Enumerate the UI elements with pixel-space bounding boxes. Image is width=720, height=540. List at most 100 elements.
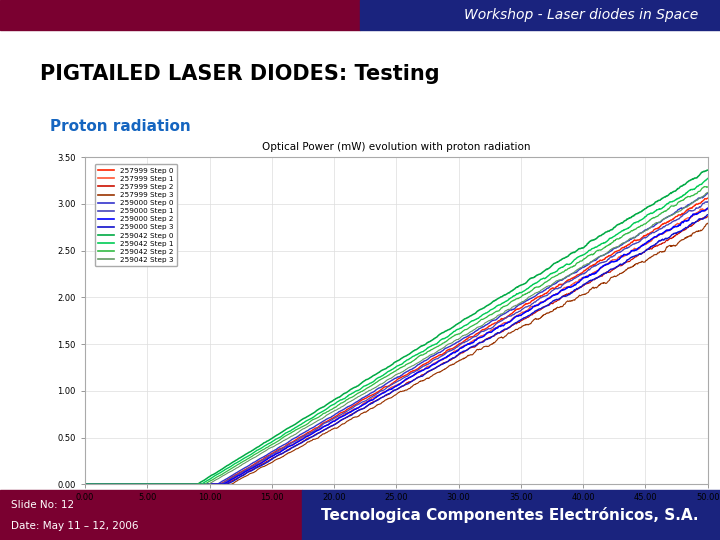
259000 Step 0: [685, 201, 694, 207]
259000 Step 0: [571, 269, 580, 276]
259042 Step 2: [685, 193, 694, 200]
259042 Step 2: [700, 184, 708, 190]
259000 Step 0: [384, 380, 392, 386]
257999 Step 1: [703, 205, 712, 212]
259042 Step 1: [81, 481, 89, 488]
257999 Step 3: [367, 405, 376, 411]
Line: 259042 Step 3: 259042 Step 3: [85, 192, 708, 484]
259042 Step 0: [81, 481, 89, 488]
259000 Step 0: [367, 390, 376, 396]
259000 Step 3: [685, 222, 694, 228]
259042 Step 3: [81, 481, 89, 488]
257999 Step 3: [571, 296, 580, 302]
Text: Workshop - Laser diodes in Space: Workshop - Laser diodes in Space: [464, 8, 698, 22]
259000 Step 1: [571, 275, 580, 281]
259000 Step 0: [112, 481, 121, 488]
Bar: [360, 0, 720, 30]
Line: 259000 Step 1: 259000 Step 1: [85, 202, 708, 484]
259000 Step 1: [685, 207, 693, 214]
257999 Step 0: [703, 195, 712, 201]
Bar: [0, 490, 302, 540]
259000 Step 2: [703, 205, 712, 211]
257999 Step 1: [81, 481, 89, 488]
259042 Step 3: [571, 268, 580, 274]
259000 Step 3: [384, 391, 392, 397]
259042 Step 1: [571, 256, 580, 262]
Line: 257999 Step 1: 257999 Step 1: [85, 208, 708, 484]
259042 Step 1: [685, 187, 693, 194]
259042 Step 0: [367, 374, 376, 380]
Title: Optical Power (mW) evolution with proton radiation: Optical Power (mW) evolution with proton…: [262, 142, 531, 152]
257999 Step 1: [571, 279, 580, 286]
257999 Step 1: [384, 387, 392, 393]
259000 Step 0: [685, 201, 693, 208]
259000 Step 1: [81, 481, 89, 488]
259042 Step 2: [703, 184, 712, 190]
257999 Step 3: [685, 233, 693, 239]
259042 Step 0: [384, 364, 392, 370]
259042 Step 3: [703, 189, 712, 195]
257999 Step 0: [112, 481, 121, 488]
259000 Step 3: [571, 286, 580, 293]
Legend: 257999 Step 0, 257999 Step 1, 257999 Step 2, 257999 Step 3, 259000 Step 0, 25900: 257999 Step 0, 257999 Step 1, 257999 Ste…: [95, 164, 177, 266]
259000 Step 3: [112, 481, 121, 488]
259000 Step 1: [685, 207, 694, 214]
259000 Step 0: [81, 481, 89, 488]
Text: Date: May 11 – 12, 2006: Date: May 11 – 12, 2006: [11, 521, 138, 531]
257999 Step 3: [703, 220, 712, 227]
259042 Step 0: [703, 167, 711, 173]
259000 Step 1: [384, 383, 392, 390]
259042 Step 1: [685, 187, 694, 193]
257999 Step 1: [685, 214, 694, 221]
257999 Step 2: [571, 287, 580, 294]
259000 Step 2: [81, 481, 89, 488]
259042 Step 0: [571, 248, 580, 255]
257999 Step 0: [367, 392, 376, 399]
259000 Step 2: [384, 387, 392, 394]
259042 Step 0: [703, 167, 712, 173]
Line: 259042 Step 0: 259042 Step 0: [85, 170, 708, 484]
259000 Step 3: [81, 481, 89, 488]
257999 Step 0: [685, 205, 694, 212]
Text: Proton radiation: Proton radiation: [50, 119, 191, 134]
Bar: [302, 490, 720, 540]
Line: 257999 Step 0: 257999 Step 0: [85, 198, 708, 484]
Text: Slide No: 12: Slide No: 12: [11, 500, 74, 510]
Bar: [0, 0, 360, 30]
257999 Step 2: [703, 213, 712, 220]
259000 Step 0: [703, 190, 712, 197]
259000 Step 3: [367, 400, 376, 407]
Line: 259000 Step 3: 259000 Step 3: [85, 215, 708, 484]
257999 Step 3: [685, 233, 694, 239]
257999 Step 0: [685, 205, 693, 212]
259000 Step 2: [685, 215, 693, 222]
257999 Step 0: [384, 383, 392, 389]
257999 Step 1: [112, 481, 121, 488]
257999 Step 2: [81, 481, 89, 488]
259000 Step 0: [703, 190, 712, 197]
257999 Step 2: [367, 400, 376, 406]
Line: 259000 Step 2: 259000 Step 2: [85, 208, 708, 484]
Line: 259042 Step 1: 259042 Step 1: [85, 178, 708, 484]
259000 Step 2: [571, 281, 580, 288]
257999 Step 2: [685, 222, 694, 229]
259000 Step 2: [112, 481, 121, 488]
259042 Step 1: [112, 481, 121, 488]
259000 Step 2: [367, 397, 376, 403]
259042 Step 2: [367, 382, 376, 389]
257999 Step 2: [112, 481, 121, 488]
259000 Step 3: [703, 212, 712, 218]
259000 Step 3: [685, 222, 693, 228]
Line: 257999 Step 3: 257999 Step 3: [85, 224, 708, 484]
259000 Step 1: [703, 199, 712, 205]
259042 Step 3: [112, 481, 121, 488]
257999 Step 0: [571, 273, 580, 280]
259000 Step 3: [703, 212, 712, 218]
259042 Step 0: [685, 178, 693, 184]
257999 Step 3: [112, 481, 121, 488]
259042 Step 3: [384, 376, 392, 383]
257999 Step 3: [384, 396, 392, 402]
259042 Step 2: [81, 481, 89, 488]
257999 Step 2: [384, 392, 392, 398]
259042 Step 2: [571, 262, 580, 268]
